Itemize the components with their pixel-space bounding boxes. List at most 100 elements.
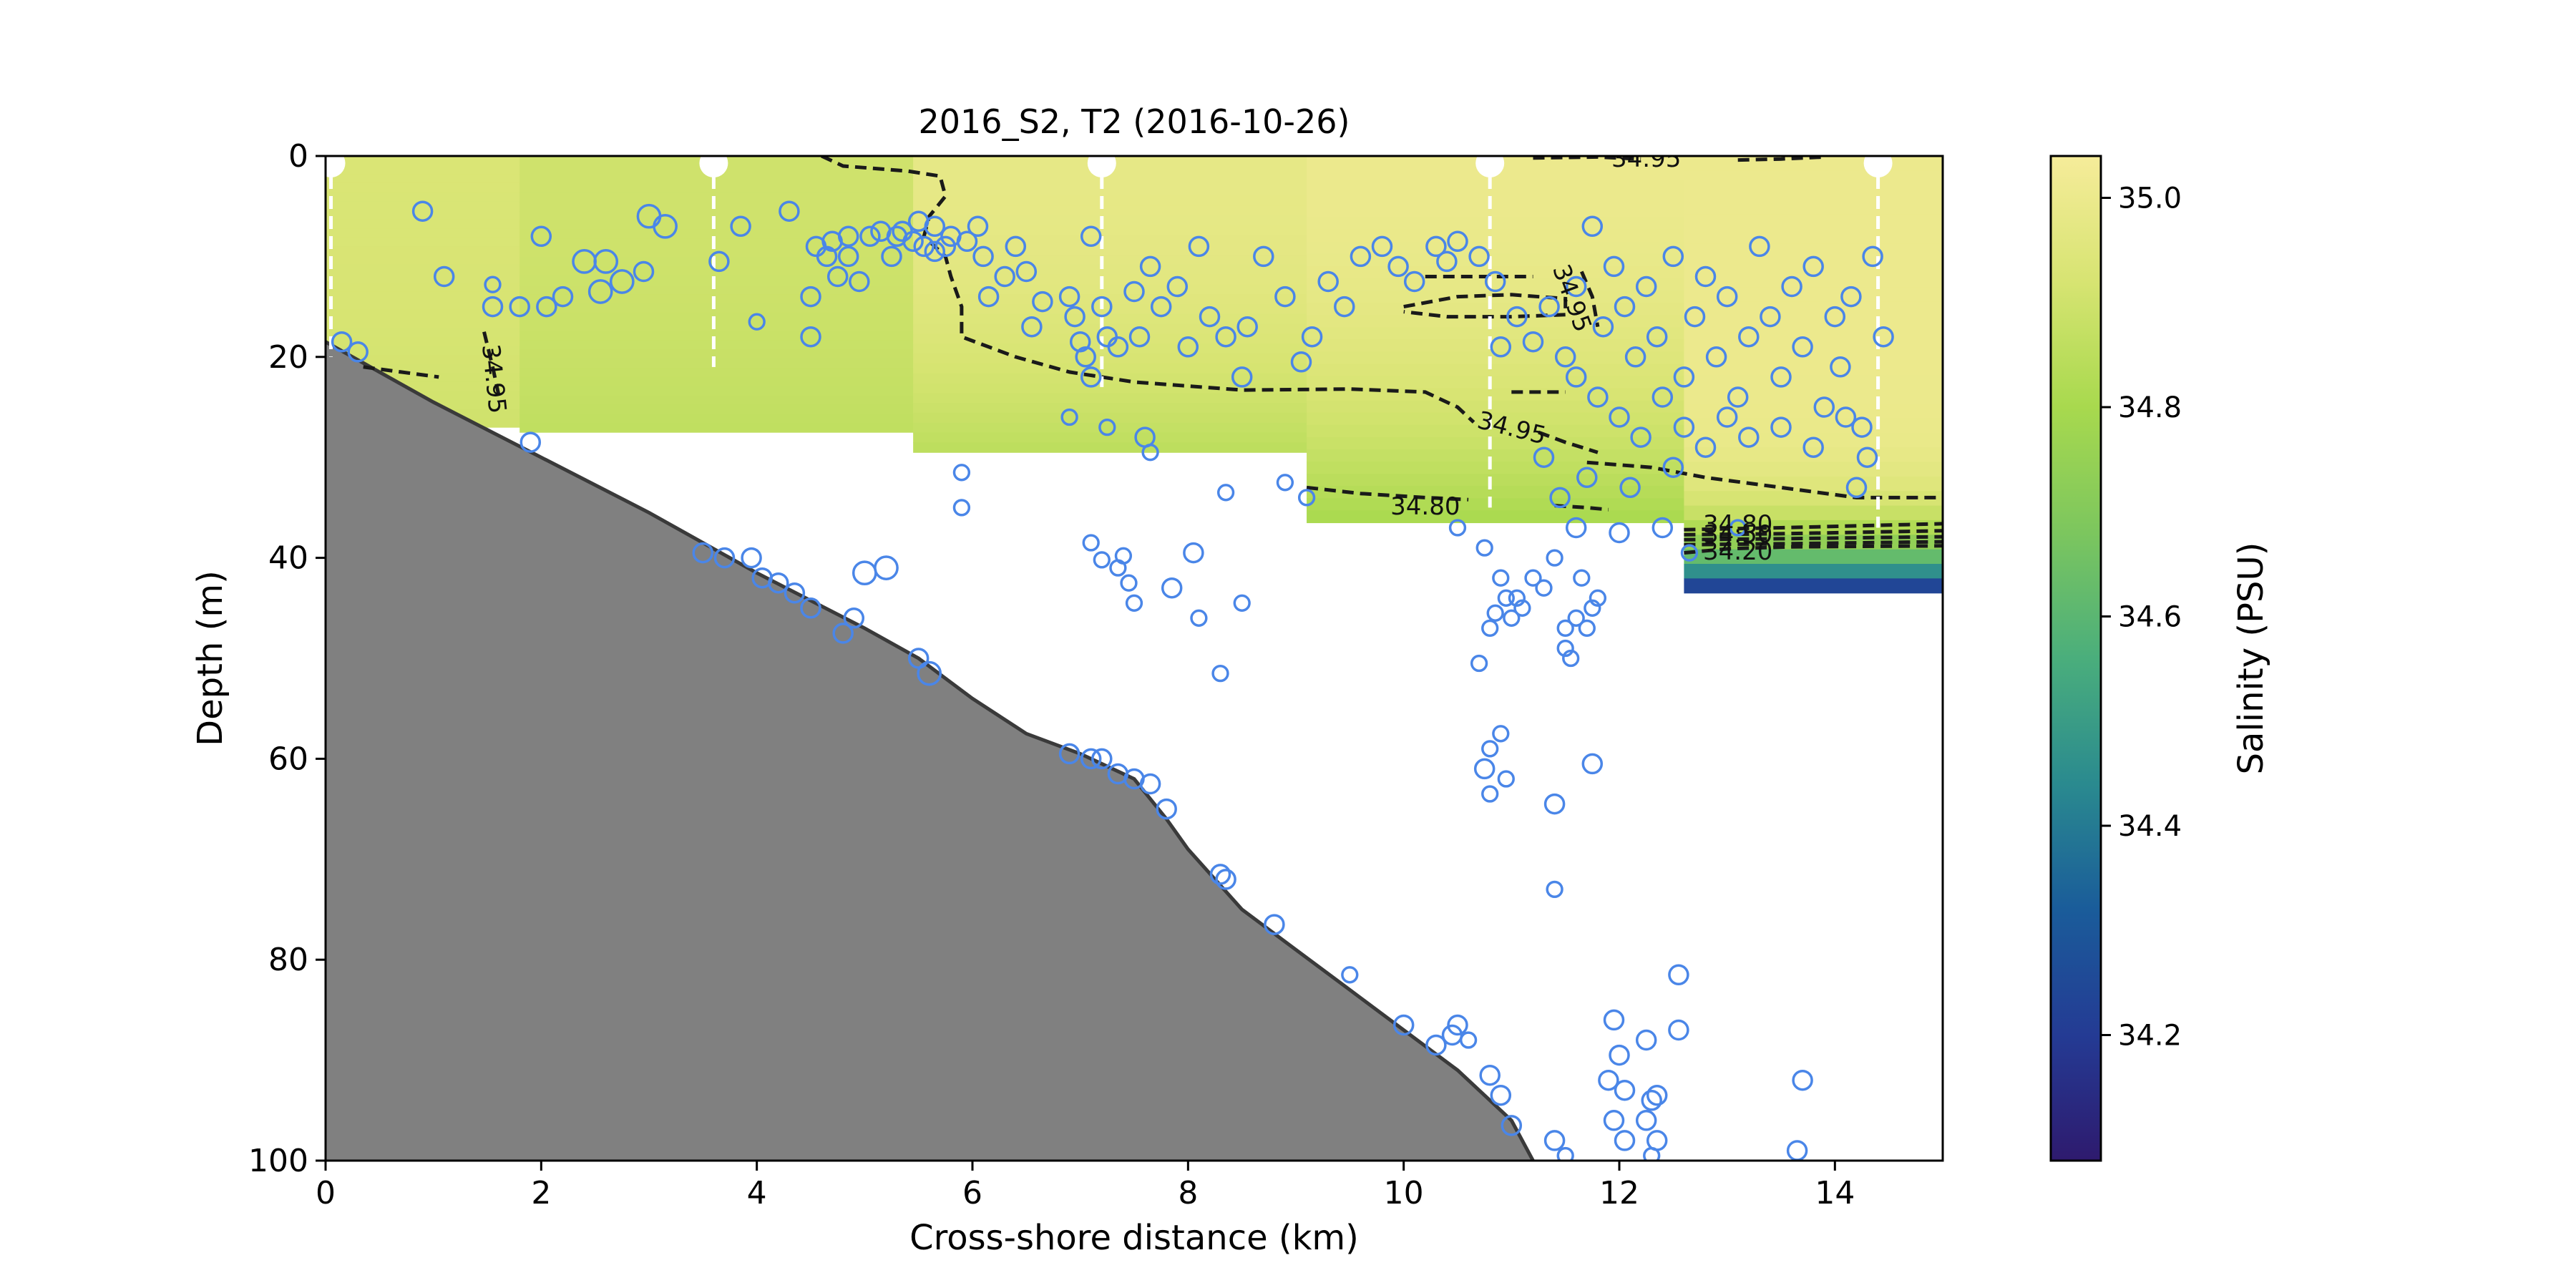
salinity-cell-2-13	[913, 284, 1307, 295]
scatter-point-1	[347, 341, 369, 363]
scatter-point-32	[881, 245, 902, 268]
salinity-cell-0-18	[326, 318, 520, 328]
contour-line-2	[821, 156, 1475, 424]
scatter-point-209	[1546, 549, 1563, 567]
contour-label-7: 34.20	[1703, 537, 1772, 566]
station-marker-2	[1087, 156, 1116, 177]
salinity-cell-0-14	[326, 282, 520, 293]
salinity-cell-4-5	[1684, 228, 1943, 244]
scatter-point-137	[1845, 477, 1868, 499]
salinity-cell-4-20	[1684, 447, 1943, 463]
salinity-cell-0-15	[326, 291, 520, 301]
scatter-point-199	[1470, 654, 1488, 673]
scatter-point-17	[708, 250, 730, 273]
salinity-cell-4-22	[1684, 476, 1943, 492]
scatter-point-50	[1032, 291, 1053, 313]
contour-label-3: 34.95	[1611, 145, 1681, 173]
salinity-cell-0-22	[326, 354, 520, 365]
scatter-point-14	[633, 260, 655, 283]
scatter-point-166	[917, 660, 942, 686]
scatter-point-192	[1125, 594, 1143, 612]
contour-line-15	[1684, 535, 1943, 542]
scatter-point-53	[1069, 331, 1091, 353]
scatter-point-241	[1786, 1140, 1808, 1161]
contour-line-3	[1538, 430, 1599, 454]
scatter-point-223	[1543, 793, 1566, 815]
bathymetry-line	[326, 340, 1535, 1161]
salinity-cell-2-3	[913, 185, 1307, 196]
salinity-cell-3-19	[1307, 388, 1684, 401]
scatter-point-216	[1573, 569, 1591, 587]
scatter-point-222	[1497, 770, 1515, 788]
scatter-point-231	[1641, 1090, 1662, 1111]
scatter-point-217	[1589, 589, 1607, 607]
scatter-point-94	[1603, 255, 1625, 278]
colorbar: 34.2 34.4 34.6 34.8 35.0 Salinity (PSU)	[2049, 155, 2271, 1162]
scatter-point-75	[1317, 270, 1339, 293]
scatter-point-42	[956, 230, 978, 253]
salinity-cell-2-16	[913, 313, 1307, 325]
salinity-cell-1-25	[519, 386, 914, 396]
scatter-point-169	[1091, 748, 1113, 770]
scatter-point-100	[1673, 366, 1695, 388]
salinity-cell-2-4	[913, 195, 1307, 206]
scatter-point-124	[1652, 386, 1674, 408]
scatter-point-62	[1139, 255, 1161, 278]
salinity-cell-1-27	[519, 404, 914, 414]
scatter-point-176	[1264, 914, 1285, 935]
scatter-point-156	[741, 547, 762, 569]
scatter-point-218	[1492, 725, 1510, 743]
scatter-point-72	[1274, 286, 1296, 308]
salinity-cell-2-27	[913, 422, 1307, 434]
scatter-point-198	[1211, 664, 1229, 683]
x-tick-label-2: 4	[747, 1175, 767, 1211]
scatter-point-200	[1481, 619, 1499, 638]
scatter-point-172	[1139, 773, 1161, 795]
salinity-cell-4-17	[1684, 404, 1943, 419]
scatter-point-39	[924, 215, 946, 238]
y-tick-label-0: 0	[288, 138, 308, 175]
salinity-cell-3-7	[1307, 241, 1684, 255]
salinity-cell-0-16	[326, 301, 520, 311]
scatter-point-149	[1276, 474, 1294, 492]
scatter-point-208	[1535, 579, 1553, 597]
scatter-point-139	[1565, 517, 1587, 539]
bathymetry-fill	[326, 341, 1533, 1161]
x-tick-label-7: 14	[1815, 1175, 1855, 1211]
scatter-point-152	[1448, 519, 1467, 537]
salinity-cell-2-20	[913, 353, 1307, 364]
contour-line-16	[1684, 540, 1943, 547]
scatter-point-130	[1802, 436, 1824, 458]
scatter-point-93	[1592, 316, 1614, 338]
scatter-point-98	[1646, 326, 1668, 348]
scatter-point-122	[1609, 406, 1630, 428]
scatter-point-89	[1538, 296, 1560, 318]
scatter-point-63	[1150, 296, 1172, 318]
salinity-cell-2-10	[913, 255, 1307, 265]
contour-line-4	[1586, 460, 1943, 499]
scatter-point-206	[1513, 599, 1531, 617]
contour-line-1	[482, 331, 502, 403]
scatter-point-105	[1727, 386, 1749, 408]
salinity-cell-1-20	[519, 340, 914, 350]
scatter-point-104	[1716, 286, 1738, 308]
scatter-point-78	[1371, 235, 1393, 258]
scatter-point-9	[552, 286, 574, 308]
salinity-cell-0-20	[326, 336, 520, 346]
salinity-cell-4-3	[1684, 200, 1943, 215]
salinity-cell-3-14	[1307, 327, 1684, 340]
scatter-point-159	[784, 582, 806, 604]
salinity-cell-4-28	[1684, 564, 1943, 579]
colorbar-tick-label-2: 34.6	[2118, 601, 2182, 634]
scatter-point-12	[593, 249, 619, 274]
scatter-point-238	[1668, 964, 1689, 986]
y-tick-label-4: 80	[268, 942, 308, 978]
scatter-point-205	[1508, 589, 1526, 607]
salinity-cell-2-21	[913, 363, 1307, 374]
salinity-cell-0-21	[326, 346, 520, 356]
scatter-point-151	[1216, 484, 1235, 502]
station-marker-0	[326, 156, 346, 177]
salinity-cell-0-3	[326, 182, 520, 193]
salinity-cell-3-10	[1307, 278, 1684, 291]
scatter-point-210	[1556, 619, 1574, 638]
